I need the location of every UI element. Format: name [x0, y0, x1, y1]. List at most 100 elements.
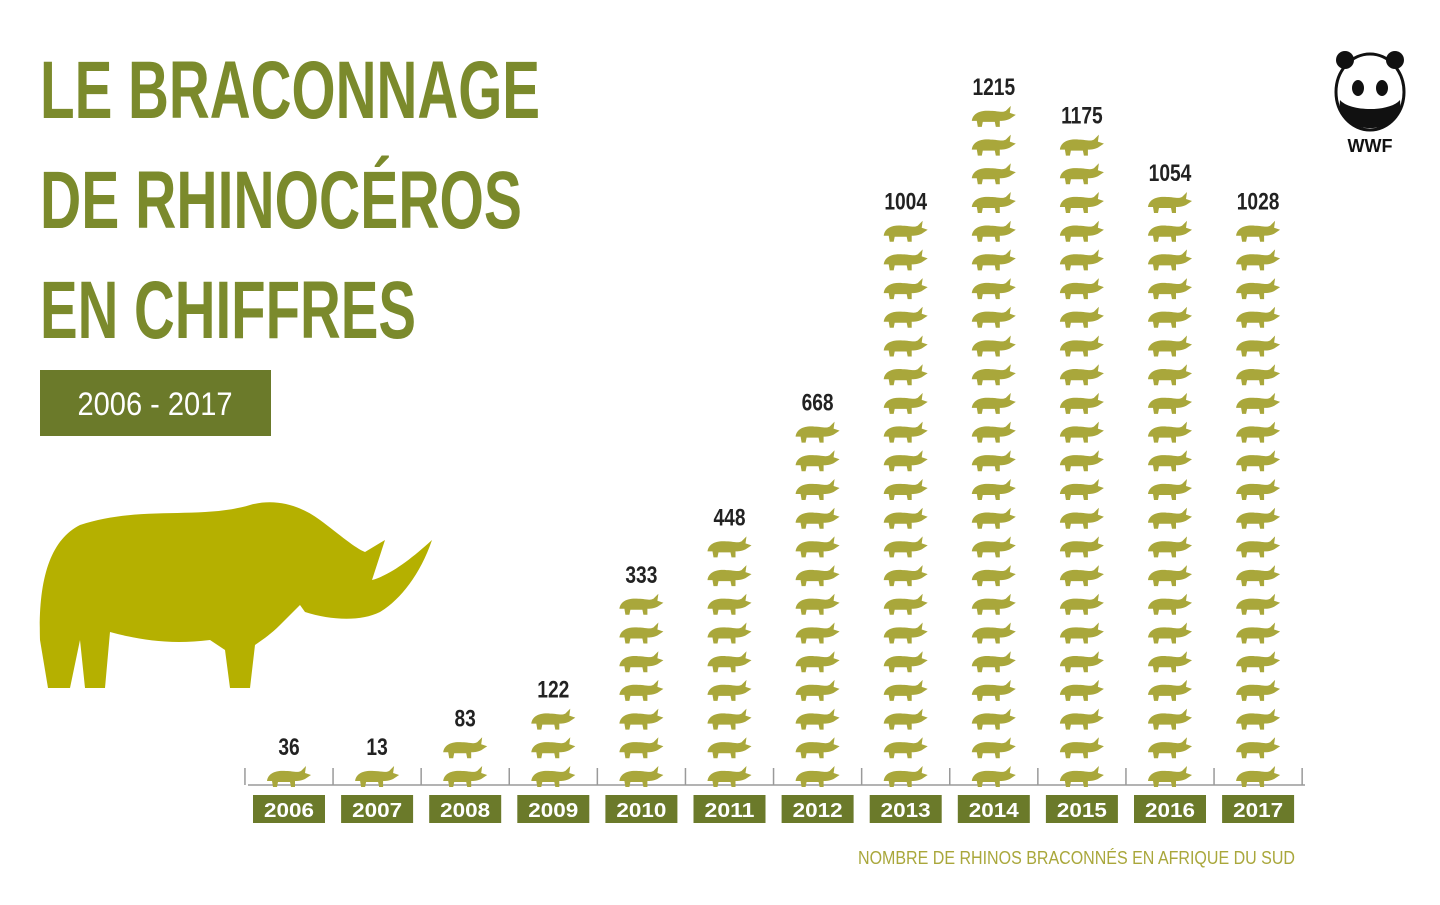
icon-stack: [1236, 220, 1281, 787]
rhino-icon: [1236, 622, 1281, 644]
rhino-icon: [883, 593, 928, 615]
rhino-icon: [619, 737, 664, 759]
rhino-icon: [619, 708, 664, 730]
rhino-icon: [883, 220, 928, 242]
subtitle: 2006 - 2017: [78, 386, 233, 422]
rhino-icon: [795, 737, 840, 759]
year-box: [1134, 795, 1206, 823]
rhino-icon: [1059, 392, 1104, 414]
rhino-icon: [1236, 708, 1281, 730]
rhino-icon: [971, 105, 1016, 127]
x-tick-label: 2011: [705, 800, 755, 822]
rhino-icon: [971, 335, 1016, 357]
rhino-icon: [1059, 278, 1104, 300]
rhino-icon: [1148, 421, 1192, 443]
rhino-icon: [883, 507, 928, 529]
wwf-logo: WWF: [1334, 51, 1406, 156]
rhino-icon: [971, 536, 1016, 558]
rhino-icon: [1059, 163, 1104, 185]
rhino-icon: [971, 364, 1016, 386]
rhino-icon: [795, 565, 840, 587]
rhino-icon: [883, 335, 928, 357]
rhino-icon: [443, 737, 488, 759]
rhino-icon: [883, 708, 928, 730]
value-label: 1054: [1149, 159, 1192, 187]
rhino-icon: [1059, 335, 1104, 357]
year-box: [517, 795, 590, 823]
x-tick-label: 2014: [969, 800, 1020, 822]
title-line: LE BRACONNAGE: [40, 45, 540, 136]
value-label: 668: [802, 389, 834, 417]
rhino-icon: [1148, 220, 1192, 242]
rhino-icon: [971, 163, 1016, 185]
rhino-icon: [619, 593, 664, 615]
rhino-icon: [707, 651, 752, 673]
value-label: 448: [713, 503, 745, 531]
rhino-icon: [883, 392, 928, 414]
rhino-icon: [883, 622, 928, 644]
x-tick-label: 2017: [1233, 800, 1283, 822]
rhino-icon: [1059, 737, 1104, 759]
rhino-icon: [971, 708, 1016, 730]
rhino-icon: [1059, 536, 1104, 558]
rhino-icon: [1148, 192, 1192, 213]
year-box: [605, 795, 678, 823]
rhino-icon: [355, 766, 400, 787]
rhino-icon: [971, 766, 1016, 787]
rhino-icon: [1059, 450, 1104, 472]
rhino-icon: [707, 622, 752, 644]
rhino-icon: [1236, 593, 1281, 615]
rhino-icon: [1148, 679, 1192, 701]
rhino-icon: [1148, 392, 1192, 414]
rhino-icon: [971, 278, 1016, 300]
icon-stack: [619, 593, 664, 787]
x-tick-label: 2013: [881, 800, 931, 822]
rhino-icon: [1236, 450, 1281, 472]
rhino-icon: [883, 479, 928, 500]
rhino-icon: [1236, 249, 1281, 271]
rhino-icon: [971, 249, 1016, 271]
rhino-icon: [795, 507, 840, 529]
year-box: [1045, 795, 1118, 823]
rhino-icon: [883, 450, 928, 472]
rhino-icon: [619, 622, 664, 644]
rhino-icon: [1059, 651, 1104, 673]
rhino-icon: [1236, 220, 1281, 242]
value-label: 333: [625, 561, 657, 589]
value-label: 13: [366, 733, 387, 761]
year-box: [429, 795, 502, 823]
rhino-icon: [795, 450, 840, 472]
rhino-icon: [1059, 593, 1104, 615]
year-box: [341, 795, 414, 823]
rhino-icon: [1236, 392, 1281, 414]
year-box: [1222, 795, 1295, 823]
icon-stack: [531, 708, 576, 787]
rhino-icon: [883, 421, 928, 443]
rhino-icon: [1059, 479, 1104, 500]
rhino-icon: [795, 679, 840, 701]
rhino-icon: [1148, 708, 1192, 730]
rhino-icon: [707, 536, 752, 558]
rhino-icon: [1236, 651, 1281, 673]
rhino-icon: [971, 679, 1016, 701]
icon-stack: [971, 105, 1016, 787]
rhino-icon: [443, 766, 488, 787]
rhino-icon: [1236, 479, 1281, 500]
rhino-icon: [707, 679, 752, 701]
rhino-icon: [971, 737, 1016, 759]
rhino-icon: [1236, 766, 1281, 787]
rhino-icon: [1059, 679, 1104, 701]
icon-stack: [267, 766, 311, 787]
rhino-icon: [1236, 306, 1281, 328]
rhino-icon: [707, 708, 752, 730]
year-box: [781, 795, 854, 823]
rhino-icon: [1148, 565, 1192, 587]
rhino-icon: [1148, 249, 1192, 271]
rhino-icon: [1148, 306, 1192, 328]
value-label: 36: [278, 733, 299, 761]
rhino-icon: [971, 651, 1016, 673]
icon-stack: [1059, 134, 1104, 787]
year-box: [253, 795, 325, 823]
rhino-icon: [1236, 421, 1281, 443]
rhino-icon: [1148, 507, 1192, 529]
